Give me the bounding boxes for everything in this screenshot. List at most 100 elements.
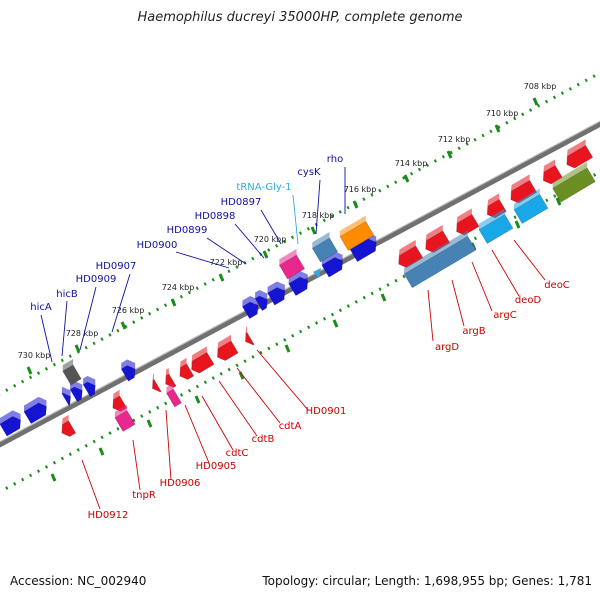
reverse-gene-block — [241, 301, 259, 320]
pink-gene-block — [114, 410, 136, 432]
reverse-gene-block-top — [255, 289, 268, 300]
forward-gene-block — [566, 144, 594, 169]
label-deoC: deoC — [544, 280, 570, 291]
label-argB-leader — [451, 279, 465, 327]
gray-gene-block — [62, 364, 82, 386]
reverse-gene-block-top — [267, 281, 285, 294]
label-HD0897: HD0897 — [221, 197, 262, 208]
olive-gene-block — [552, 167, 596, 203]
reverse-gene-block-top — [61, 387, 71, 397]
pink-gene-block-top — [114, 404, 127, 418]
map-title: Haemophilus ducreyi 35000HP, complete ge… — [137, 10, 463, 25]
kbp-major-tick — [446, 150, 453, 159]
forward-gene-block-top — [510, 174, 530, 200]
kbp-label: 728 kbp — [66, 329, 99, 338]
kbp-major-tick — [50, 473, 57, 482]
reverse-gene-block — [69, 386, 83, 402]
cyan-gene-block — [513, 194, 549, 224]
accession-text: Accession: NC_002940 — [10, 574, 147, 588]
reverse-gene-block-top — [288, 270, 308, 284]
label-HD0897-leader — [260, 209, 282, 245]
label-HD0901-leader — [256, 349, 309, 411]
kbp-major-tick — [332, 319, 339, 328]
pink-gene-block — [278, 254, 306, 280]
label-cdtB: cdtB — [252, 434, 275, 445]
kbp-label: 714 kbp — [395, 159, 428, 168]
label-cdtC-leader — [201, 395, 234, 451]
label-HD0906-leader — [165, 409, 172, 481]
gray-gene-block-top — [62, 359, 74, 372]
label-HD0899: HD0899 — [167, 225, 208, 236]
reverse-gene-block — [267, 287, 286, 306]
forward-gene-block — [61, 420, 77, 437]
kbp-major-tick — [120, 321, 127, 330]
reverse-gene-block — [82, 381, 96, 397]
label-HD0907: HD0907 — [96, 261, 137, 272]
label-hicA-leader — [40, 314, 53, 363]
label-HD0898: HD0898 — [195, 211, 236, 222]
kbp-major-tick — [146, 419, 153, 428]
forward-gene-block — [542, 164, 563, 185]
kbp-major-tick — [262, 250, 269, 259]
label-argD-leader — [427, 289, 434, 342]
steel-gene-block-top — [312, 232, 330, 249]
reverse-gene-block-top — [121, 359, 136, 370]
label-HD0901: HD0901 — [306, 406, 347, 417]
label-tnpR-leader — [132, 439, 141, 491]
forward-gene-block — [179, 363, 195, 380]
label-HD0909: HD0909 — [76, 274, 117, 285]
kbp-label: 726 kbp — [112, 306, 145, 315]
label-HD0909-leader — [79, 286, 97, 351]
label-HD0912: HD0912 — [88, 510, 129, 521]
kbp-major-tick — [284, 344, 291, 353]
orange-gene-block-top — [340, 215, 366, 237]
upper-tick-track — [0, 71, 600, 396]
reverse-gene-block-top — [23, 396, 47, 412]
topology-text: Topology: circular; Length: 1,698,955 bp… — [262, 574, 592, 588]
label-rho: rho — [327, 154, 343, 165]
label-HD0905: HD0905 — [196, 461, 237, 472]
kbp-label: 720 kbp — [254, 235, 287, 244]
label-tnpR: tnpR — [132, 490, 156, 501]
label-deoD: deoD — [515, 295, 542, 306]
kbp-label: 730 kbp — [18, 351, 51, 360]
reverse-gene-block-top — [321, 251, 343, 266]
kbp-major-tick — [310, 226, 317, 235]
reverse-gene-block — [321, 257, 343, 278]
forward-gene-block-top — [543, 159, 556, 181]
label-cysK-leader — [315, 179, 321, 235]
forward-gene-block-top — [487, 193, 500, 215]
reverse-gene-block — [254, 295, 268, 311]
label-tRNA-Gly-1: tRNA-Gly-1 — [236, 182, 291, 193]
kbp-label: 712 kbp — [438, 135, 471, 144]
label-hicA: hicA — [30, 302, 52, 313]
olive-gene-block-top — [552, 161, 588, 189]
label-hicB-leader — [61, 300, 68, 357]
label-argB: argB — [462, 326, 485, 337]
label-argD: argD — [435, 342, 459, 353]
orange-gene-block — [339, 221, 375, 251]
label-HD0900: HD0900 — [137, 240, 178, 251]
reverse-gene-block-top — [0, 410, 21, 424]
forward-gene-block-top — [165, 367, 169, 385]
kbp-label: 708 kbp — [524, 82, 557, 91]
forward-gene-block-top — [152, 373, 155, 389]
reverse-gene-block-top — [83, 375, 96, 386]
label-HD0899-leader — [206, 237, 247, 265]
pink-gene-block-top — [279, 249, 297, 266]
steel-gene-block — [403, 235, 477, 289]
label-HD0907-leader — [111, 273, 131, 333]
forward-gene-block-top — [217, 334, 232, 358]
kbp-major-tick — [380, 293, 387, 302]
cyan-gene-block-top — [514, 188, 540, 210]
kbp-major-tick — [555, 197, 562, 206]
kbp-major-tick — [532, 97, 539, 106]
forward-gene-block — [152, 379, 162, 393]
label-cdtB-leader — [218, 380, 258, 437]
kbp-major-tick — [352, 200, 359, 209]
reverse-gene-block — [61, 392, 71, 406]
forward-gene-block — [398, 245, 424, 268]
kbp-major-tick — [218, 273, 225, 282]
forward-gene-block-top — [425, 224, 443, 250]
